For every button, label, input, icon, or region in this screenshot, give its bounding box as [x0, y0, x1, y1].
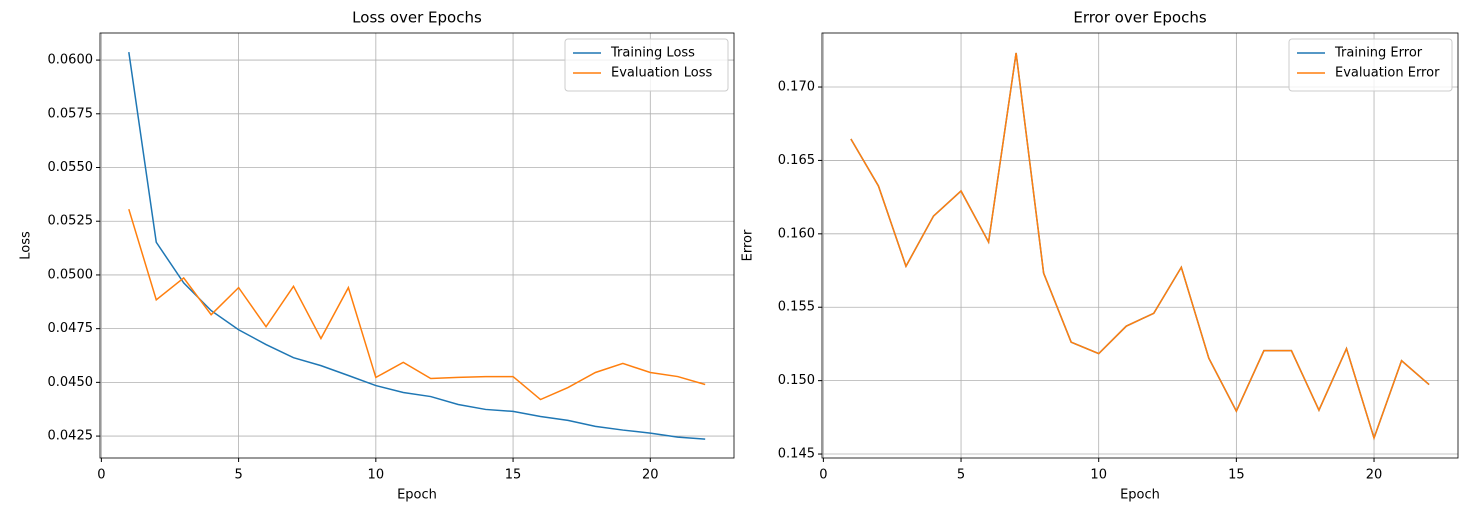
y-tick-label: 0.0475: [48, 321, 94, 336]
y-tick-label: 0.0450: [48, 375, 94, 390]
legend-box: [1288, 38, 1453, 92]
x-tick-label: 0: [819, 468, 827, 483]
y-tick-label: 0.0525: [48, 214, 94, 229]
x-tick-label: 5: [957, 468, 965, 483]
x-tick-label: 20: [642, 468, 659, 483]
y-tick-label: 0.170: [778, 80, 815, 95]
y-tick-label: 0.0550: [48, 160, 94, 175]
line-series: [128, 52, 706, 440]
line-series: [128, 208, 706, 401]
x-tick-label: 0: [97, 468, 105, 483]
x-tick-label: 15: [1228, 468, 1245, 483]
y-axis-label: Error: [741, 229, 756, 261]
chart-title: Loss over Epochs: [352, 9, 482, 27]
y-tick-label: 0.0425: [48, 429, 94, 444]
x-axis-label: Epoch: [1120, 488, 1160, 503]
legend-label: Training Loss: [610, 46, 695, 61]
subplot: Error over Epochs Epoch Error 0 5 10 15 20 0.145…: [741, 9, 1459, 503]
subplot: Loss over Epochs Epoch Loss 0 5 10 15 20 0.0425 0…: [19, 9, 735, 503]
legend-box: [564, 38, 729, 92]
x-axis-label: Epoch: [397, 488, 437, 503]
y-tick-label: 0.155: [778, 300, 815, 315]
axes-frame: [821, 32, 1459, 459]
x-tick-label: 10: [1090, 468, 1107, 483]
chart-title: Error over Epochs: [1073, 9, 1206, 27]
x-tick-label: 20: [1366, 468, 1383, 483]
y-axis-label: Loss: [19, 231, 34, 260]
axes-frame: [99, 32, 735, 459]
y-tick-label: 0.0600: [48, 53, 94, 68]
y-tick-label: 0.0500: [48, 267, 94, 282]
y-tick-label: 0.150: [778, 373, 815, 388]
y-tick-label: 0.160: [778, 226, 815, 241]
legend-label: Evaluation Loss: [611, 66, 712, 81]
x-tick-label: 15: [505, 468, 522, 483]
x-tick-label: 5: [234, 468, 242, 483]
x-tick-label: 10: [368, 468, 385, 483]
y-tick-label: 0.0575: [48, 106, 94, 121]
line-series: [850, 52, 1430, 441]
y-tick-label: 0.145: [778, 447, 815, 462]
legend-label: Evaluation Error: [1335, 66, 1440, 81]
legend-label: Training Error: [1334, 46, 1423, 61]
y-tick-label: 0.165: [778, 153, 815, 168]
